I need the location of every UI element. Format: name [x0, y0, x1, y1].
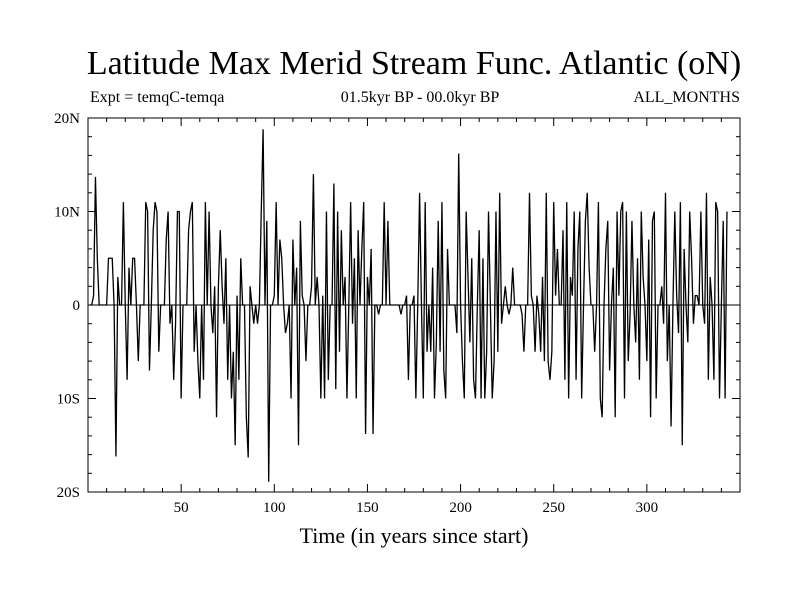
months-label: ALL_MONTHS: [633, 89, 740, 106]
x-tick-label: 300: [636, 500, 659, 516]
y-tick-label: 20S: [57, 485, 80, 501]
y-tick-label: 0: [73, 298, 81, 314]
x-tick-label: 250: [542, 500, 565, 516]
y-tick-label: 10N: [54, 205, 80, 221]
experiment-label: Expt = temqC-temqa: [90, 89, 225, 106]
x-axis-label: Time (in years since start): [299, 523, 529, 548]
x-tick-label: 150: [356, 500, 379, 516]
chart-title: Latitude Max Merid Stream Func. Atlantic…: [86, 45, 742, 82]
x-tick-label: 200: [449, 500, 472, 516]
y-tick-label: 10S: [57, 392, 80, 408]
x-tick-label: 50: [174, 500, 189, 516]
period-label: 01.5kyr BP - 00.0kyr BP: [340, 89, 500, 106]
y-tick-label: 20N: [54, 111, 80, 127]
series-line: [89, 129, 728, 482]
x-tick-label: 100: [263, 500, 286, 516]
